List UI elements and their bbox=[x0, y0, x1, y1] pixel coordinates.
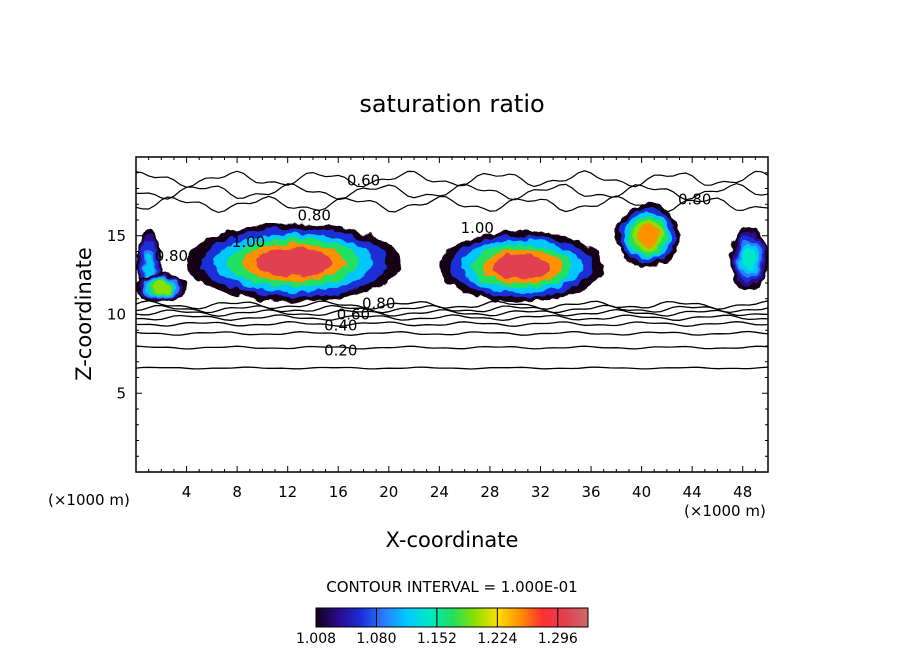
x-tick-label: 12 bbox=[278, 483, 297, 501]
x-tick-label: 8 bbox=[232, 483, 242, 501]
colorbar-tick-label: 1.008 bbox=[296, 631, 336, 647]
supersaturation-region bbox=[616, 204, 680, 268]
colorbar-tick-label: 1.296 bbox=[538, 631, 578, 647]
contour-labels: 0.200.400.600.800.600.800.801.001.000.80 bbox=[155, 172, 712, 360]
colorbar bbox=[315, 607, 589, 628]
contour-line bbox=[136, 304, 768, 314]
x-tick-label: 4 bbox=[182, 483, 192, 501]
x-axis-label: X-coordinate bbox=[386, 528, 519, 552]
x-tick-label: 36 bbox=[581, 483, 600, 501]
chart-title: saturation ratio bbox=[359, 90, 544, 118]
contour-line bbox=[136, 366, 768, 370]
contour-label: 0.40 bbox=[324, 317, 357, 335]
supersaturation-region bbox=[186, 223, 402, 302]
supersaturation-region bbox=[136, 273, 187, 302]
x-tick-label: 48 bbox=[733, 483, 752, 501]
supersaturation-region bbox=[730, 226, 768, 291]
supersaturation-regions bbox=[136, 204, 768, 302]
contour-label: 0.80 bbox=[298, 206, 331, 224]
x-axis-ticks: 4 8 12 16 20 24 28 32 36 40 44 48 bbox=[148, 157, 756, 501]
supersaturation-region bbox=[439, 231, 604, 302]
contour-line bbox=[136, 314, 768, 322]
contour-label: 0.60 bbox=[337, 306, 370, 324]
contour-line bbox=[136, 345, 768, 350]
x-unit-label-left: (×1000 m) bbox=[48, 491, 130, 509]
x-tick-label: 44 bbox=[683, 483, 702, 501]
region-band bbox=[636, 224, 659, 247]
region-band bbox=[256, 248, 332, 277]
y-tick-label: 5 bbox=[116, 384, 126, 402]
contour-label: 0.80 bbox=[155, 247, 188, 265]
contour-lines bbox=[136, 170, 768, 370]
contour-line bbox=[136, 300, 768, 310]
x-tick-label: 16 bbox=[329, 483, 348, 501]
y-axis-label: Z-coordinate bbox=[72, 247, 96, 381]
region-band bbox=[144, 252, 154, 279]
x-tick-label: 20 bbox=[379, 483, 398, 501]
contour-label: 0.60 bbox=[347, 172, 380, 190]
contour-interval-note: CONTOUR INTERVAL = 1.000E-01 bbox=[326, 578, 577, 596]
contour-line bbox=[136, 330, 768, 336]
colorbar-tick-label: 1.224 bbox=[477, 631, 517, 647]
region-band bbox=[492, 254, 551, 279]
region-band bbox=[152, 282, 171, 293]
x-unit-label-right: (×1000 m) bbox=[684, 502, 766, 520]
y-tick-label: 15 bbox=[107, 227, 126, 245]
y-tick-label: 10 bbox=[107, 306, 126, 324]
contour-label: 0.80 bbox=[678, 191, 711, 209]
x-tick-label: 40 bbox=[632, 483, 651, 501]
contour-label: 1.00 bbox=[461, 219, 494, 237]
colorbar-ticks: 1.008 1.080 1.152 1.224 1.296 bbox=[296, 608, 578, 647]
x-tick-label: 24 bbox=[430, 483, 449, 501]
contour-label: 1.00 bbox=[232, 233, 265, 251]
contour-line bbox=[136, 170, 768, 188]
region-band bbox=[742, 247, 756, 270]
contour-line bbox=[136, 195, 768, 214]
contour-label: 0.20 bbox=[324, 342, 357, 360]
contour-line bbox=[136, 182, 768, 201]
x-tick-label: 32 bbox=[531, 483, 550, 501]
colorbar-tick-label: 1.152 bbox=[417, 631, 457, 647]
x-tick-label: 28 bbox=[480, 483, 499, 501]
contour-label: 0.80 bbox=[362, 294, 395, 312]
y-axis-ticks: 5 10 15 bbox=[107, 172, 768, 457]
colorbar-tick-label: 1.080 bbox=[356, 631, 396, 647]
contour-line bbox=[136, 321, 768, 327]
